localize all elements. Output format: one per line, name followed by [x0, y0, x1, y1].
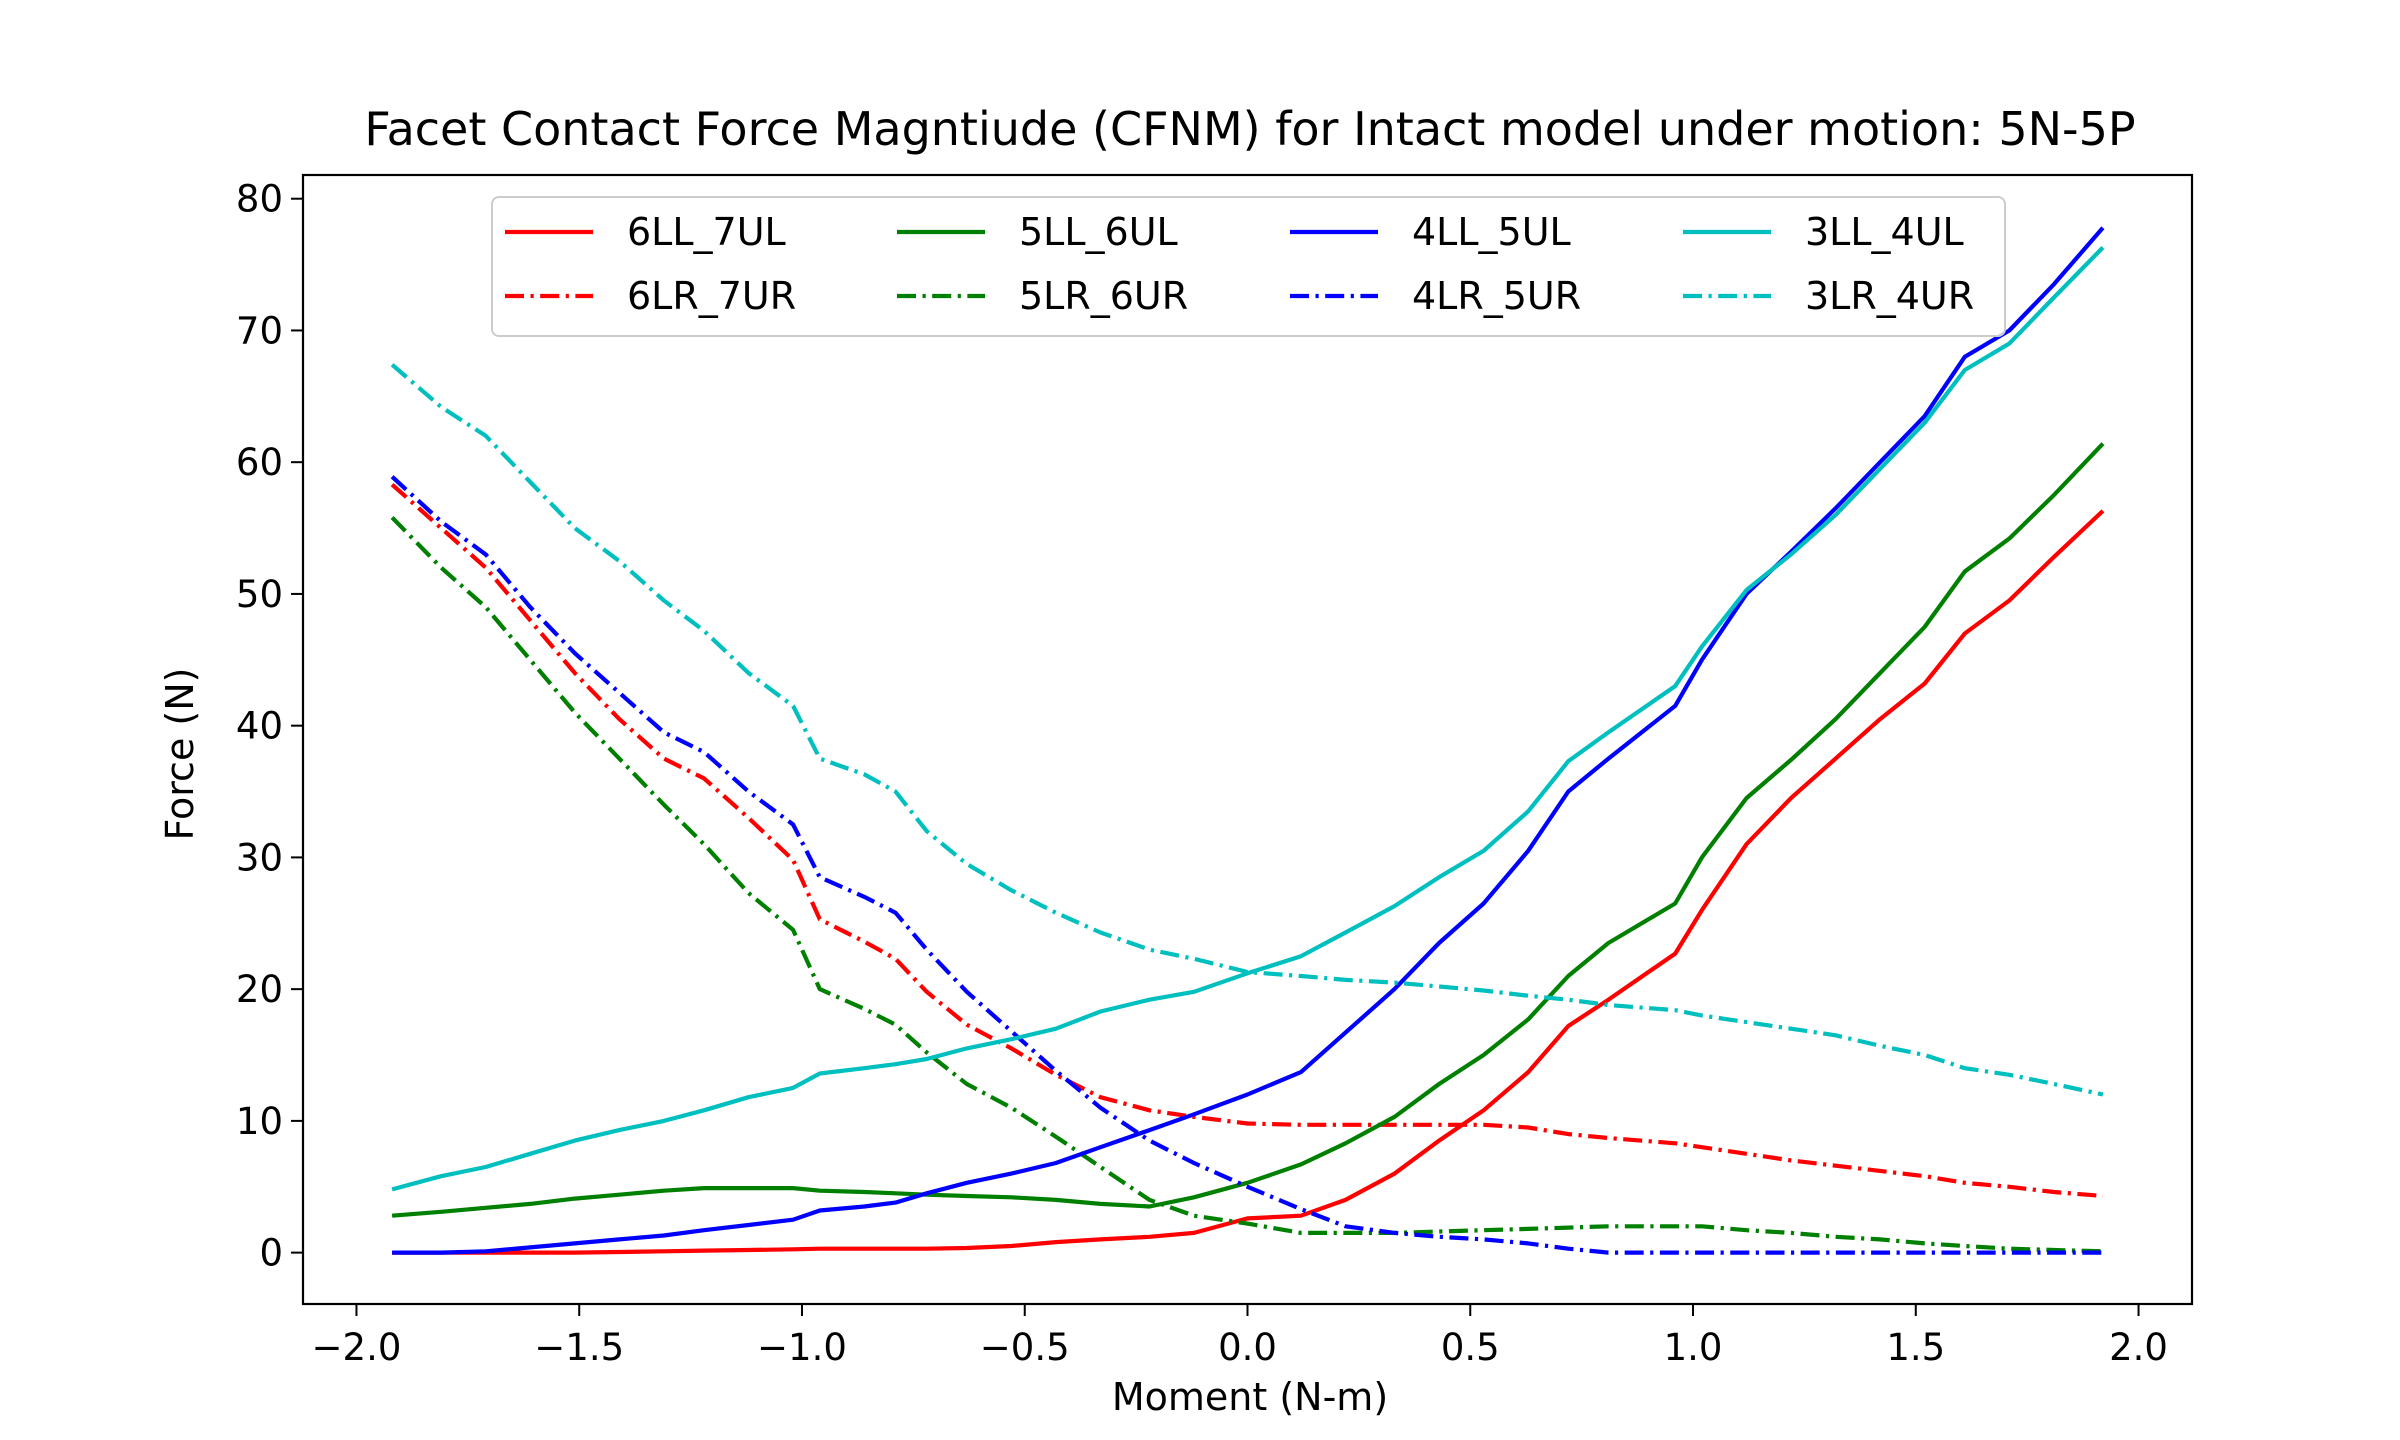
series-line-5ll-6ul: [391, 442, 2105, 1218]
y-axis-label: Force (N): [158, 668, 202, 841]
y-tick-label: 20: [236, 968, 283, 1011]
legend-label: 6LL_7UL: [627, 210, 786, 254]
y-tick-label: 40: [236, 705, 283, 748]
y-tick-label: 70: [236, 309, 283, 352]
series-line-3ll-4ul: [391, 246, 2105, 1192]
legend-label: 5LL_6UL: [1019, 210, 1178, 254]
legend-label: 4LL_5UL: [1412, 210, 1571, 254]
x-tick-label: −0.5: [980, 1326, 1070, 1369]
series-line-5lr-6ur: [390, 516, 2103, 1254]
x-tick-label: −1.0: [757, 1326, 847, 1369]
x-tick-label: −1.5: [534, 1326, 624, 1369]
legend: 6LL_7UL 6LR_7UR 5LL_6UL 5LR_6UR 4LL_5UL 4LR_5…: [491, 196, 2006, 337]
legend-label: 4LR_5UR: [1412, 274, 1581, 318]
series-line-4ll-5ul: [392, 226, 2105, 1255]
series-line-4lr-5ur: [390, 475, 2103, 1255]
x-axis-label: Moment (N-m): [1112, 1375, 1388, 1419]
chart-title: Facet Contact Force Magntiude (CFNM) for…: [364, 102, 2135, 156]
x-ticks-group: −2.0 −1.5 −1.0 −0.5 0.0 0.5 1.0 1.5 2.0: [312, 1304, 2168, 1369]
series-line-6ll-7ul: [392, 509, 2105, 1255]
y-tick-label: 30: [236, 836, 283, 879]
x-tick-label: 1.5: [1886, 1326, 1945, 1369]
legend-label: 5LR_6UR: [1019, 274, 1188, 318]
y-tick-label: 10: [236, 1100, 283, 1143]
y-ticks-group: 0 10 20 30 40 50 60 70 80: [236, 178, 303, 1275]
y-tick-label: 0: [259, 1232, 283, 1275]
x-tick-label: 0.0: [1218, 1326, 1277, 1369]
x-tick-label: −2.0: [312, 1326, 402, 1369]
x-tick-label: 0.5: [1441, 1326, 1500, 1369]
y-tick-label: 50: [236, 573, 283, 616]
x-tick-label: 2.0: [2109, 1326, 2168, 1369]
legend-label: 3LL_4UL: [1805, 210, 1964, 254]
x-tick-label: 1.0: [1664, 1326, 1723, 1369]
legend-label: 6LR_7UR: [627, 274, 796, 318]
y-tick-label: 80: [236, 178, 283, 221]
legend-label: 3LR_4UR: [1805, 274, 1974, 318]
series-line-6lr-7ur: [390, 483, 2104, 1199]
plot-series-group: [390, 226, 2105, 1255]
plot-frame: [301, 173, 2194, 1306]
legend-box: [491, 196, 2006, 337]
series-line-3lr-4ur: [390, 363, 2104, 1097]
y-tick-label: 60: [236, 441, 283, 484]
